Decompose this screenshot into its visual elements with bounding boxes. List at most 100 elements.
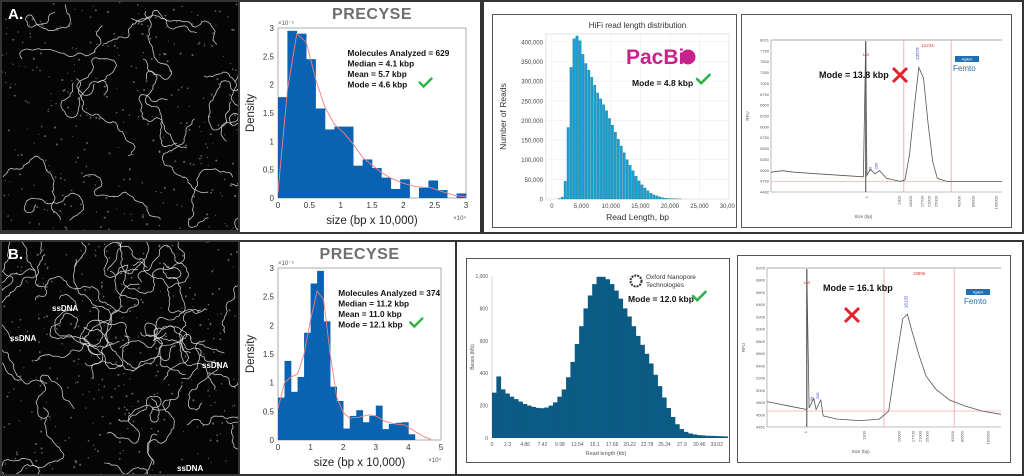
histogram-bar [315, 108, 326, 198]
noise-dot [151, 115, 153, 118]
noise-dot [58, 324, 61, 327]
cross-icon [843, 306, 861, 324]
noise-dot [177, 88, 180, 91]
histogram-bar [381, 177, 392, 198]
noise-dot [214, 10, 217, 13]
dna-strand [2, 457, 40, 474]
noise-dot [172, 8, 175, 11]
noise-dot [75, 161, 77, 163]
noise-dot [158, 225, 160, 227]
noise-dot [208, 115, 211, 118]
noise-dot [202, 353, 205, 355]
dna-strand [119, 325, 183, 349]
noise-dot [141, 33, 144, 36]
noise-dot [114, 41, 116, 43]
noise-dot [59, 209, 62, 212]
noise-dot [40, 287, 42, 289]
histogram-bar [661, 397, 667, 438]
x-tick-label: 2 [401, 201, 406, 210]
histogram-bar [287, 30, 298, 199]
noise-dot [71, 79, 73, 82]
agilent-badge-text: Agilent [962, 58, 973, 62]
noise-dot [191, 54, 194, 57]
noise-dot [122, 450, 124, 452]
noise-dot [67, 106, 70, 109]
dna-strand [2, 268, 36, 291]
histogram-bar [369, 415, 377, 440]
noise-dot [65, 254, 68, 256]
noise-dot [88, 391, 90, 393]
noise-dot [206, 213, 209, 216]
noise-dot [94, 249, 97, 251]
x-tick-label: 15,000 [631, 204, 650, 210]
noise-dot [61, 342, 63, 345]
x-axis-label: Size (bp) [854, 214, 873, 219]
histogram-bar [648, 363, 654, 438]
noise-dot [12, 63, 14, 65]
noise-dot [84, 288, 87, 291]
noise-dot [2, 54, 4, 57]
noise-dot [140, 298, 143, 301]
dna-strand [118, 395, 162, 423]
noise-dot [86, 114, 88, 116]
histogram-bar [587, 295, 593, 438]
histogram-bar [343, 428, 351, 440]
y-tick-label: 350,000 [521, 60, 543, 66]
noise-dot [25, 467, 27, 470]
noise-dot [176, 204, 178, 206]
dna-strand [49, 312, 103, 356]
checkmark-icon [691, 290, 707, 302]
ont-logo-text: Technologies [646, 282, 685, 289]
noise-dot [4, 72, 6, 74]
noise-dot [137, 287, 140, 290]
noise-dot [181, 381, 183, 384]
noise-dot [130, 65, 133, 68]
histogram-bar [548, 405, 554, 438]
y-axis-label: RFU [741, 343, 746, 352]
y-tick-label: 4750 [760, 179, 770, 184]
y-tick-label: 1.5 [263, 350, 275, 359]
histogram-bar [456, 193, 467, 198]
noise-dot [189, 162, 192, 165]
histogram-bar [640, 344, 645, 438]
y-axis-label: Density [245, 335, 257, 374]
noise-dot [19, 318, 22, 321]
noise-dot [127, 271, 130, 273]
noise-dot [44, 159, 47, 162]
y-tick-label: 0.5 [263, 166, 275, 175]
afm-image-b: B. ssDNA ssDNA ssDNA ssDNA [0, 240, 240, 476]
noise-dot [125, 395, 128, 398]
noise-dot [219, 433, 221, 435]
dna-strand [154, 325, 190, 381]
y-tick-label: 5750 [760, 135, 770, 140]
x-tick-label: 27.9 [677, 442, 687, 448]
noise-dot [137, 115, 140, 118]
y-tick-label: 250,000 [521, 99, 543, 105]
noise-dot [184, 144, 188, 147]
noise-dot [20, 270, 22, 272]
noise-dot [4, 463, 7, 465]
histogram-bar [593, 84, 597, 200]
noise-dot [99, 225, 102, 228]
noise-dot [167, 40, 169, 42]
noise-dot [180, 390, 182, 392]
x-tick-label: 15.1 [590, 442, 600, 448]
ont-logo-icon [629, 274, 643, 288]
y-tick-label: 3 [270, 24, 275, 33]
noise-dot [128, 412, 131, 415]
noise-dot [23, 367, 25, 369]
noise-dot [46, 401, 48, 403]
noise-dot [70, 416, 73, 419]
x-tick-label: 25000 [924, 430, 929, 442]
noise-dot [193, 293, 196, 296]
histogram-bar [602, 104, 605, 200]
dna-strand [35, 374, 75, 419]
noise-dot [150, 427, 153, 430]
noise-dot [90, 355, 93, 357]
noise-dot [221, 422, 224, 424]
histogram-bar [578, 40, 582, 200]
dna-strand [114, 242, 148, 268]
noise-dot [216, 78, 219, 81]
noise-dot [9, 86, 12, 89]
histogram-bar [605, 279, 611, 438]
